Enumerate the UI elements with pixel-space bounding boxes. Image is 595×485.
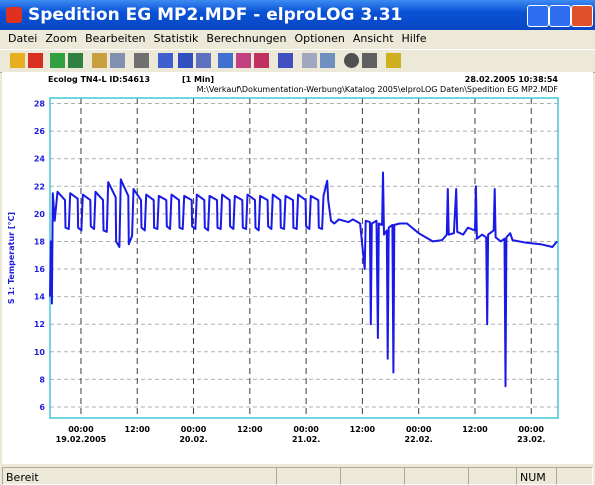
tool-icon[interactable] [134, 53, 149, 68]
x-tick-date: 23.02. [517, 435, 545, 444]
x-tick-label: 12:00 [350, 425, 376, 434]
menu-bar: Datei Zoom Bearbeiten Statistik Berechnungen… [0, 30, 595, 48]
tool-icon[interactable] [178, 53, 193, 68]
x-tick-label: 00:00 [519, 425, 545, 434]
y-tick-label: 12 [34, 320, 45, 329]
y-tick-label: 8 [39, 375, 45, 384]
menu-item[interactable]: Berechnungen [206, 32, 287, 45]
window-title: Spedition EG MP2.MDF - elproLOG 3.31 [28, 5, 403, 25]
tool-icon[interactable] [386, 53, 401, 68]
status-cell [468, 467, 517, 485]
tool-icon[interactable] [320, 53, 335, 68]
x-tick-date: 22.02. [405, 435, 433, 444]
status-cell [276, 467, 341, 485]
chart: Ecolog TN4-L ID:54613 [1 Min] 28.02.2005 1… [2, 72, 593, 464]
y-tick-label: 26 [34, 127, 46, 136]
y-tick-label: 22 [34, 182, 45, 191]
y-tick-label: 10 [34, 348, 46, 357]
menu-item[interactable]: Bearbeiten [85, 32, 146, 45]
menu-item[interactable]: Optionen [294, 32, 345, 45]
tool-icon[interactable] [218, 53, 233, 68]
tool-icon[interactable] [254, 53, 269, 68]
file-path: M:\Verkauf\Dokumentation-Werbung\Katalog… [197, 85, 559, 94]
tool-icon[interactable] [28, 53, 43, 68]
device-label: Ecolog TN4-L ID:54613 [48, 75, 150, 84]
x-tick-label: 00:00 [293, 425, 319, 434]
tool-icon[interactable] [50, 53, 65, 68]
x-tick-date: 21.02. [292, 435, 320, 444]
status-cell [340, 467, 405, 485]
tool-icon[interactable] [362, 53, 377, 68]
tool-icon[interactable] [344, 53, 359, 68]
menu-item[interactable]: Zoom [45, 32, 78, 45]
tool-icon[interactable] [302, 53, 317, 68]
x-tick-label: 00:00 [181, 425, 207, 434]
y-axis-label: S 1: Temperatur [°C] [7, 212, 16, 304]
tool-icon[interactable] [196, 53, 211, 68]
data-line [49, 171, 558, 388]
interval-label: [1 Min] [182, 75, 214, 84]
title-bar: Spedition EG MP2.MDF - elproLOG 3.31 [0, 0, 595, 30]
status-text: Bereit [2, 467, 277, 485]
x-tick-date: 19.02.2005 [56, 435, 107, 444]
timestamp-label: 28.02.2005 10:38:54 [465, 75, 559, 84]
y-tick-label: 18 [34, 237, 46, 246]
toolbar [0, 49, 595, 73]
tool-icon[interactable] [92, 53, 107, 68]
y-tick-label: 20 [34, 210, 46, 219]
status-num: NUM [516, 467, 557, 485]
minimize-button[interactable] [527, 5, 549, 27]
x-tick-date: 20.02. [179, 435, 207, 444]
tool-icon[interactable] [68, 53, 83, 68]
tool-icon[interactable] [236, 53, 251, 68]
menu-item[interactable]: Ansicht [352, 32, 394, 45]
y-tick-label: 16 [34, 265, 46, 274]
x-tick-label: 00:00 [406, 425, 432, 434]
tool-icon[interactable] [158, 53, 173, 68]
close-button[interactable] [571, 5, 593, 27]
y-tick-label: 14 [34, 293, 46, 302]
plot-frame [49, 97, 559, 419]
status-cell [556, 467, 593, 485]
menu-item[interactable]: Hilfe [401, 32, 427, 45]
maximize-button[interactable] [549, 5, 571, 27]
tool-icon[interactable] [278, 53, 293, 68]
x-tick-label: 12:00 [462, 425, 488, 434]
x-tick-label: 12:00 [237, 425, 263, 434]
y-tick-label: 28 [34, 100, 46, 109]
x-tick-label: 12:00 [125, 425, 151, 434]
y-tick-label: 6 [39, 403, 45, 412]
tool-icon[interactable] [10, 53, 25, 68]
app-icon [6, 7, 22, 23]
menu-item[interactable]: Statistik [153, 32, 199, 45]
y-tick-label: 24 [34, 155, 46, 164]
x-tick-label: 00:00 [68, 425, 94, 434]
status-bar: Bereit NUM [0, 466, 595, 485]
menu-item[interactable]: Datei [8, 32, 38, 45]
status-cell [404, 467, 469, 485]
tool-icon[interactable] [110, 53, 125, 68]
